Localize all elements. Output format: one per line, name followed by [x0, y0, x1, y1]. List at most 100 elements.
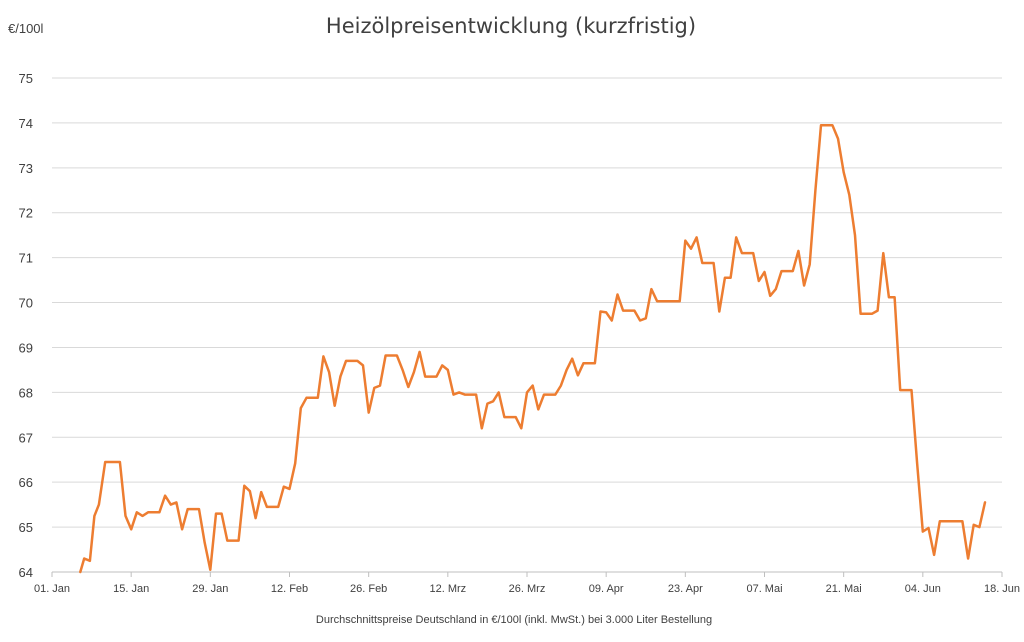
y-tick-label: 67	[19, 430, 33, 445]
data-point	[334, 405, 336, 407]
data-point	[803, 285, 805, 287]
data-point	[339, 376, 341, 378]
data-point	[854, 234, 856, 236]
data-point	[769, 295, 771, 297]
data-point	[843, 171, 845, 173]
data-point	[98, 504, 100, 506]
data-point	[175, 501, 177, 503]
data-point	[503, 416, 505, 418]
data-point	[684, 240, 686, 242]
x-tick-label: 26. Feb	[350, 583, 387, 595]
data-point	[571, 358, 573, 360]
data-point	[198, 508, 200, 510]
data-point	[368, 412, 370, 414]
data-point	[667, 300, 669, 302]
data-point	[775, 288, 777, 290]
data-point	[814, 189, 816, 191]
data-point	[158, 511, 160, 513]
data-point	[79, 571, 81, 573]
data-point	[345, 360, 347, 362]
x-tick-label: 01. Jan	[34, 583, 70, 595]
y-axis-ticks: 64 65 66 67 68 69 70 71 72 73 74 75	[19, 71, 33, 580]
data-point	[679, 300, 681, 302]
x-axis-ticks: 01. Jan 15. Jan 29. Jan 12. Feb 26. Feb 12. M…	[34, 572, 1020, 595]
data-point	[424, 376, 426, 378]
data-point	[645, 317, 647, 319]
data-point	[543, 394, 545, 396]
data-point	[520, 427, 522, 429]
data-point	[413, 371, 415, 373]
data-point	[611, 320, 613, 322]
data-point	[967, 558, 969, 560]
data-point	[475, 394, 477, 396]
data-point	[419, 351, 421, 353]
data-point	[617, 294, 619, 296]
data-point	[950, 520, 952, 522]
data-point	[328, 371, 330, 373]
data-point	[238, 540, 240, 542]
data-point	[797, 250, 799, 252]
data-point	[961, 520, 963, 522]
data-point	[396, 355, 398, 357]
data-point	[831, 124, 833, 126]
data-point	[317, 397, 319, 399]
data-point	[306, 397, 308, 399]
data-point	[848, 194, 850, 196]
data-point	[221, 513, 223, 515]
data-point	[730, 277, 732, 279]
x-tick-label: 12. Mrz	[429, 583, 466, 595]
data-point	[481, 427, 483, 429]
data-point	[605, 311, 607, 313]
data-point	[385, 355, 387, 357]
data-point	[441, 364, 443, 366]
data-point	[130, 528, 132, 530]
data-point	[735, 236, 737, 238]
data-point	[911, 389, 913, 391]
data-point	[537, 408, 539, 410]
data-point	[713, 262, 715, 264]
data-point	[690, 248, 692, 250]
data-point	[933, 554, 935, 556]
data-point	[300, 407, 302, 409]
data-point	[458, 391, 460, 393]
data-point	[650, 288, 652, 290]
data-point	[204, 542, 206, 544]
data-point	[289, 488, 291, 490]
data-point	[916, 463, 918, 465]
data-point	[260, 491, 262, 493]
data-point	[758, 280, 760, 282]
data-point	[860, 313, 862, 315]
data-point	[696, 236, 698, 238]
y-tick-label: 69	[19, 340, 33, 355]
data-point	[554, 394, 556, 396]
data-point	[882, 252, 884, 254]
data-point	[600, 311, 602, 313]
gridlines	[52, 77, 1002, 573]
data-point	[181, 528, 183, 530]
data-point	[871, 313, 873, 315]
x-tick-label: 15. Jan	[113, 583, 149, 595]
y-tick-label: 70	[19, 296, 33, 311]
data-point	[594, 362, 596, 364]
data-point	[764, 271, 766, 273]
data-point	[515, 416, 517, 418]
x-tick-label: 18. Jun	[984, 583, 1020, 595]
data-point	[899, 389, 901, 391]
data-point	[656, 300, 658, 302]
y-tick-label: 71	[19, 251, 33, 266]
data-point	[147, 511, 149, 513]
data-point	[486, 403, 488, 405]
data-point	[701, 262, 703, 264]
y-tick-label: 74	[19, 116, 33, 131]
data-point	[119, 461, 121, 463]
data-point	[464, 394, 466, 396]
data-point	[583, 362, 585, 364]
data-point	[322, 355, 324, 357]
data-point	[577, 374, 579, 376]
y-axis-unit-label: €/100l	[8, 21, 44, 36]
data-point	[255, 517, 257, 519]
data-point	[226, 540, 228, 542]
data-point	[939, 520, 941, 522]
y-tick-label: 72	[19, 206, 33, 221]
